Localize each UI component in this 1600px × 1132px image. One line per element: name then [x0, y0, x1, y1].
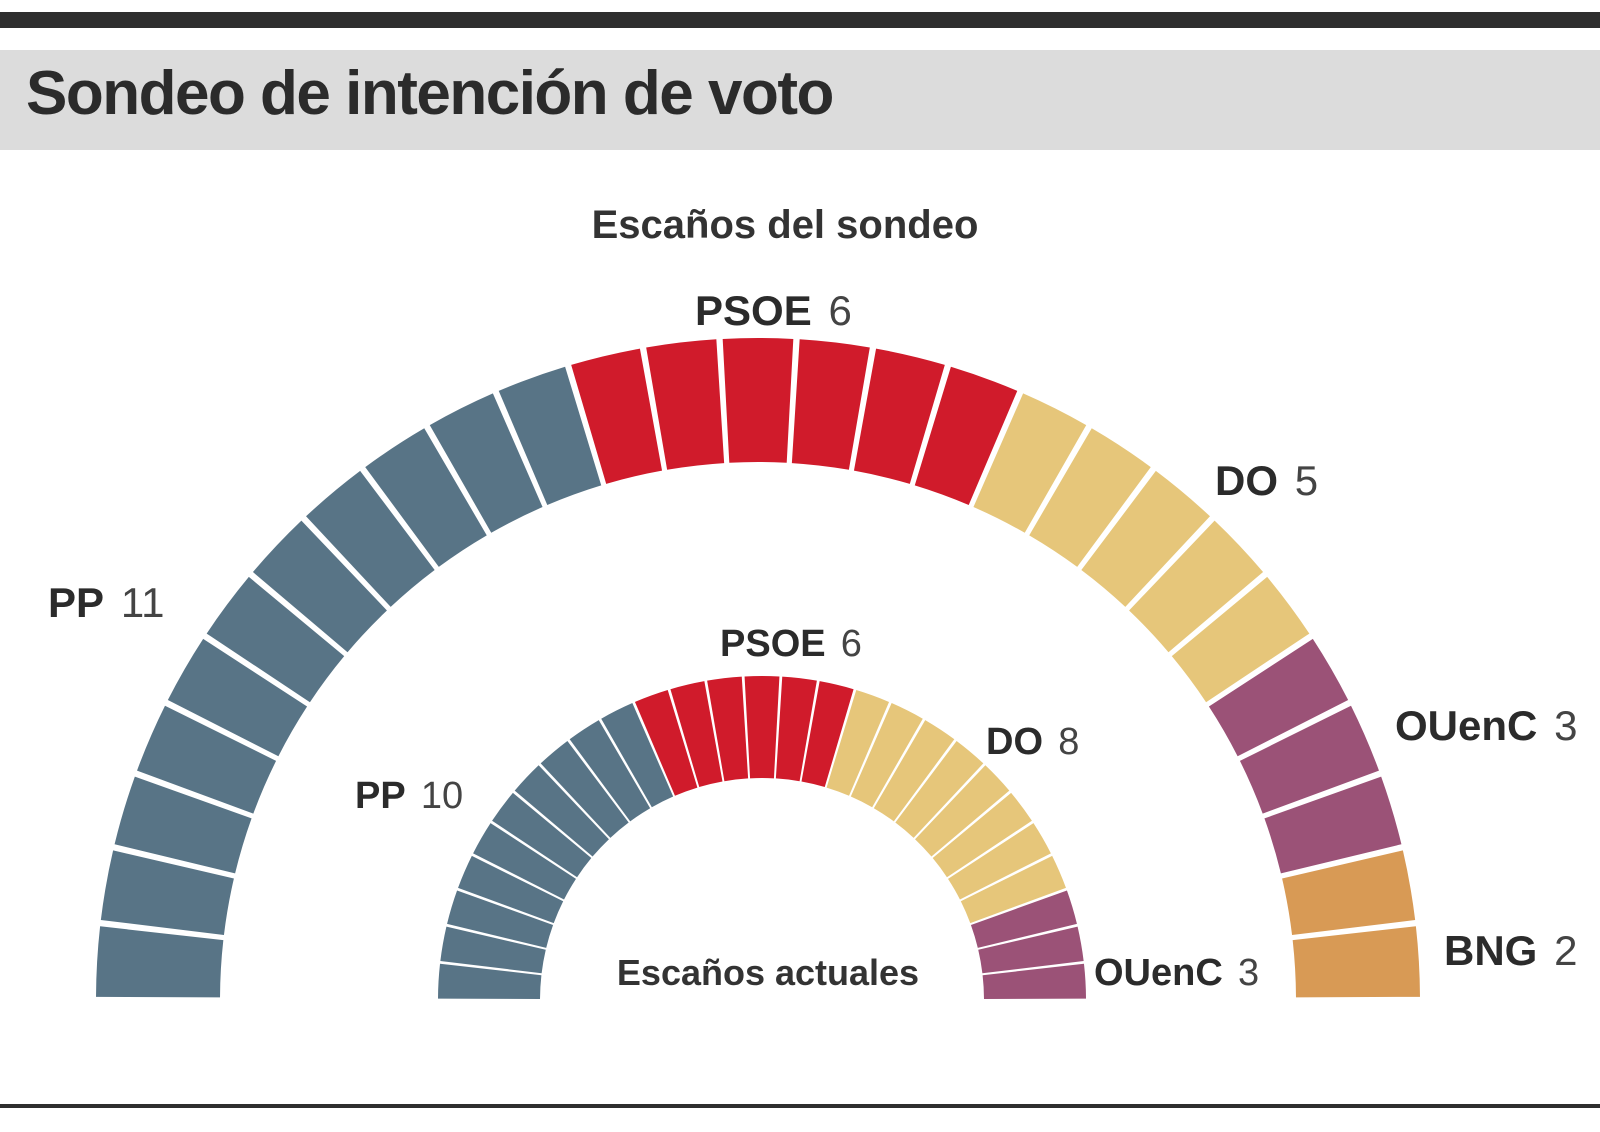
seat-psoe	[744, 676, 780, 779]
seat-do	[850, 703, 923, 808]
seat-ouenc	[982, 963, 1086, 1000]
seat-pp	[569, 720, 651, 822]
seat-pp	[601, 703, 674, 808]
party-label-do: DO	[1215, 457, 1278, 504]
party-label-bng: BNG	[1444, 927, 1537, 974]
seat-pp	[540, 740, 629, 838]
seat-count-do: 8	[1058, 721, 1079, 763]
title-band	[0, 50, 1600, 150]
survey-chart-title: Escaños del sondeo	[592, 203, 979, 247]
seat-pp	[514, 765, 609, 857]
seat-count-psoe: 6	[841, 623, 862, 665]
seat-psoe	[775, 676, 817, 782]
seat-count-pp: 11	[121, 579, 165, 626]
seat-psoe	[791, 339, 870, 470]
seat-count-pp: 10	[421, 775, 463, 817]
seat-pp	[365, 428, 487, 567]
seat-pp	[498, 366, 602, 505]
seat-do	[873, 720, 955, 822]
seat-do	[1171, 576, 1310, 703]
seat-pp	[96, 926, 224, 998]
seat-pp	[100, 850, 234, 935]
seat-bng	[1282, 850, 1416, 935]
seat-do	[1029, 428, 1151, 567]
bottom-rule	[0, 1104, 1600, 1108]
seat-do	[826, 690, 890, 796]
seat-pp	[137, 705, 277, 814]
seat-do	[1081, 470, 1210, 607]
current-hemicycle: Escaños actuales PP 10 PSOE 6 DO 8 OUenC 3	[355, 623, 1259, 1000]
seat-ouenc	[1239, 705, 1379, 814]
seat-count-ouenc: 3	[1238, 952, 1259, 994]
seat-pp	[492, 792, 592, 878]
seat-ouenc	[1264, 776, 1402, 874]
seat-ouenc	[978, 926, 1084, 974]
party-label-do: DO	[986, 721, 1043, 763]
seat-do	[948, 823, 1051, 900]
top-rule	[0, 12, 1600, 28]
seat-do	[915, 765, 1010, 857]
seat-pp	[167, 638, 308, 757]
seat-psoe	[670, 681, 723, 788]
seat-pp	[440, 926, 546, 974]
party-label-psoe: PSOE	[720, 623, 826, 665]
seat-do	[932, 792, 1032, 878]
seat-psoe	[853, 348, 945, 484]
party-label-ouenc: OUenC	[1094, 952, 1223, 994]
seat-psoe	[722, 337, 794, 463]
seat-count-ouenc: 3	[1554, 702, 1577, 749]
seat-ouenc	[1208, 638, 1349, 757]
seat-psoe	[914, 366, 1018, 505]
seat-pp	[458, 855, 564, 924]
current-chart-title: Escaños actuales	[617, 952, 919, 993]
seat-pp	[438, 963, 542, 1000]
party-label-pp: PP	[48, 579, 104, 626]
seat-pp	[473, 823, 576, 900]
page-title: Sondeo de intención de voto	[26, 59, 834, 128]
seat-pp	[447, 890, 554, 948]
party-label-ouenc: OUenC	[1395, 702, 1537, 749]
seat-pp	[429, 393, 543, 533]
seat-pp	[306, 470, 435, 607]
seat-bng	[1292, 926, 1420, 998]
seat-do	[960, 855, 1066, 924]
seat-psoe	[707, 676, 749, 782]
seat-psoe	[801, 681, 854, 788]
party-label-pp: PP	[355, 775, 406, 817]
seat-psoe	[634, 690, 698, 796]
seat-pp	[252, 520, 387, 653]
seat-psoe	[646, 339, 725, 470]
seat-pp	[114, 776, 252, 874]
seat-do	[895, 740, 984, 838]
survey-hemicycle: Escaños del sondeo PP 11 PSOE 6 DO 5 OUenC 3 BNG…	[48, 203, 1578, 998]
seat-do	[973, 393, 1087, 533]
seat-count-bng: 2	[1554, 927, 1577, 974]
seat-count-psoe: 6	[829, 287, 852, 334]
seat-psoe	[571, 348, 663, 484]
seat-ouenc	[970, 890, 1077, 948]
seat-count-do: 5	[1295, 457, 1318, 504]
seat-do	[1129, 520, 1264, 653]
party-label-psoe: PSOE	[695, 287, 812, 334]
seat-pp	[206, 576, 345, 703]
